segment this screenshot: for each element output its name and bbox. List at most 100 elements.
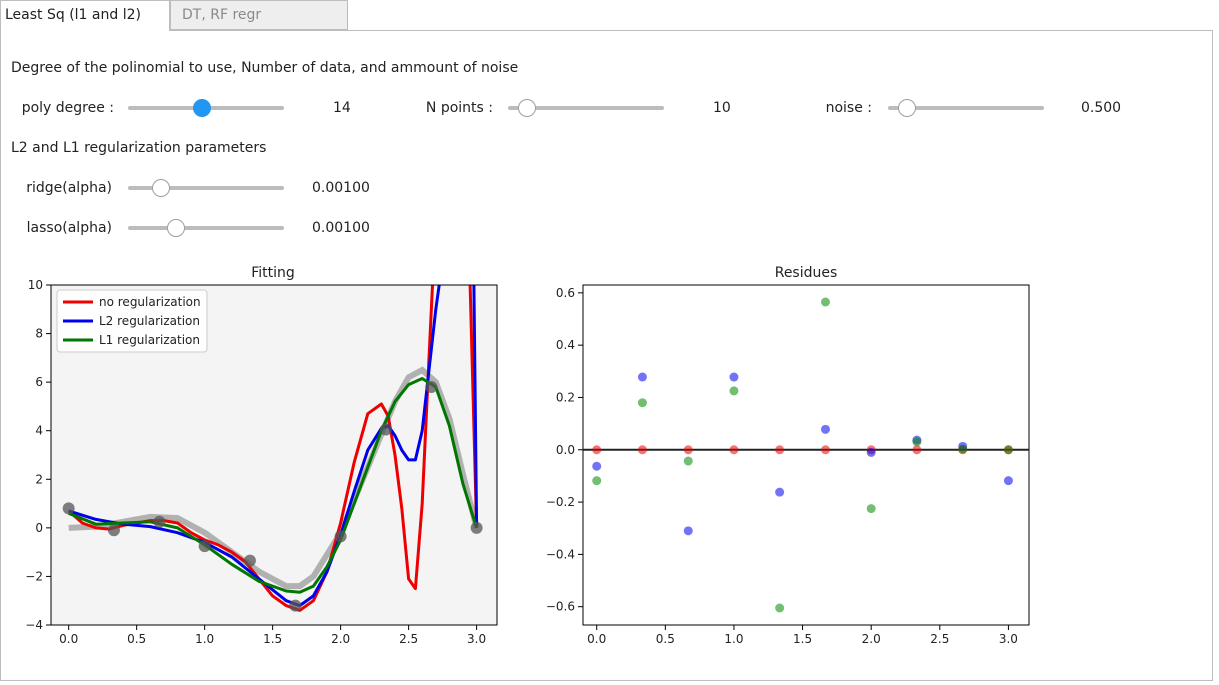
residues-axes-frame xyxy=(582,284,1030,626)
data-point xyxy=(379,423,392,436)
residue-point-l2 xyxy=(820,424,830,434)
section-title-regularization: L2 and L1 regularization parameters xyxy=(11,140,267,156)
residues-y-tick-label: −0.2 xyxy=(546,495,575,509)
fitting-y-tick-label: 10 xyxy=(28,278,43,292)
residue-point-no-regularization xyxy=(592,445,602,455)
residues-y-tick-label: 0.4 xyxy=(556,338,575,352)
ridge-alpha-slider-handle[interactable] xyxy=(152,179,170,197)
fitting-y-tick-label: −4 xyxy=(25,618,43,632)
n-points-label: N points : xyxy=(425,100,493,116)
tab-dt-rf-regression[interactable]: DT, RF regr xyxy=(170,0,348,30)
residue-point-l1 xyxy=(729,386,739,396)
data-point xyxy=(153,515,166,528)
fitting-y-tick-label: 8 xyxy=(35,327,43,341)
residues-y-tick-label: 0.6 xyxy=(556,286,575,300)
residues-chart-title: Residues xyxy=(775,265,838,281)
n-points-slider-handle[interactable] xyxy=(518,99,536,117)
n-points-value: 10 xyxy=(713,100,731,116)
poly-degree-label: poly degree : xyxy=(21,100,114,116)
data-point xyxy=(243,554,256,567)
residue-point-l2 xyxy=(775,487,785,497)
legend-label-l2-regularization: L2 regularization xyxy=(99,314,200,328)
residue-point-l2 xyxy=(683,526,693,536)
lasso-alpha-slider-handle[interactable] xyxy=(167,219,185,237)
data-point xyxy=(198,540,211,553)
fitting-y-tick-label: −2 xyxy=(25,569,43,583)
fitting-x-tick-label: 3.0 xyxy=(467,632,486,646)
residues-y-tick-label: 0.0 xyxy=(556,443,575,457)
residues-y-tick-label: −0.6 xyxy=(546,600,575,614)
noise-value: 0.500 xyxy=(1081,100,1122,116)
data-point xyxy=(334,530,347,543)
fitting-axes-frame xyxy=(50,284,498,626)
legend-label-l1-regularization: L1 regularization xyxy=(99,333,200,347)
tab-least-squares[interactable]: Least Sq (l1 and l2) xyxy=(0,0,170,31)
residue-point-l2 xyxy=(592,461,602,471)
fitting-chart: Fitting 0.0 0.5 1.0 1.5 2.0 2.5 3.0 −4 −2 0 2 4 6 8 10… xyxy=(25,265,498,646)
fitting-y-tick-label: 0 xyxy=(35,521,43,535)
data-point xyxy=(289,599,302,612)
ridge-alpha-slider-track[interactable] xyxy=(128,186,284,190)
residues-x-tick-label: 2.0 xyxy=(862,632,881,646)
fitting-x-tick-label: 1.5 xyxy=(263,632,282,646)
l1-regularization-line xyxy=(68,377,479,594)
residue-point-l2 xyxy=(729,372,739,382)
residue-point-l1 xyxy=(775,603,785,613)
poly-degree-slider-handle[interactable] xyxy=(193,99,211,117)
fitting-x-tick-label: 0.5 xyxy=(127,632,146,646)
residues-x-tick-label: 1.5 xyxy=(793,632,812,646)
ridge-alpha-value: 0.00100 xyxy=(312,180,370,196)
lasso-alpha-label: lasso(alpha) xyxy=(26,220,112,236)
fitting-x-tick-label: 2.5 xyxy=(399,632,418,646)
legend-label-no-regularization: no regularization xyxy=(99,295,201,309)
tab-panel xyxy=(0,30,1213,681)
residues-chart: Residues 0.0 0.5 1.0 1.5 2.0 2.5 3.0 0.6 0.4 0.2 0… xyxy=(546,265,1030,646)
data-point xyxy=(62,502,75,515)
residue-point-l1 xyxy=(683,456,693,466)
residues-x-tick-label: 0.5 xyxy=(656,632,675,646)
data-point xyxy=(107,524,120,537)
fitting-chart-title: Fitting xyxy=(251,265,295,281)
residue-point-l1 xyxy=(592,476,602,486)
fitting-legend xyxy=(56,289,208,353)
lasso-alpha-slider-track[interactable] xyxy=(128,226,284,230)
residue-point-l1 xyxy=(637,398,647,408)
residues-x-tick-label: 1.0 xyxy=(724,632,743,646)
fitting-y-tick-label: 2 xyxy=(35,472,43,486)
lasso-alpha-value: 0.00100 xyxy=(312,220,370,236)
residue-point-l1 xyxy=(820,297,830,307)
residues-y-tick-label: −0.4 xyxy=(546,547,575,561)
residues-y-tick-label: 0.2 xyxy=(556,390,575,404)
noise-label: noise : xyxy=(825,100,872,116)
residue-point-no-regularization xyxy=(820,445,830,455)
residue-point-l2 xyxy=(637,372,647,382)
noise-slider-handle[interactable] xyxy=(898,99,916,117)
residue-point-no-regularization xyxy=(637,445,647,455)
section-title-polynomial: Degree of the polinomial to use, Number … xyxy=(11,60,519,76)
residue-point-no-regularization xyxy=(775,445,785,455)
fitting-x-tick-label: 1.0 xyxy=(195,632,214,646)
ridge-alpha-label: ridge(alpha) xyxy=(26,180,112,196)
residue-point-l1 xyxy=(866,504,876,514)
n-points-slider-track[interactable] xyxy=(508,106,664,110)
residue-point-l1 xyxy=(1003,445,1013,455)
residue-point-l1 xyxy=(912,437,922,447)
residue-point-l1 xyxy=(958,444,968,454)
fitting-y-tick-label: 6 xyxy=(35,375,43,389)
poly-degree-value: 14 xyxy=(333,100,351,116)
fitting-series-group xyxy=(62,285,483,612)
residue-point-l2 xyxy=(866,447,876,457)
fitting-y-tick-label: 4 xyxy=(35,424,43,438)
residue-point-l2 xyxy=(1003,476,1013,486)
residues-x-tick-label: 3.0 xyxy=(999,632,1018,646)
true-function-line xyxy=(68,366,480,590)
residues-x-tick-label: 2.5 xyxy=(930,632,949,646)
residue-point-no-regularization xyxy=(912,445,922,455)
residues-x-tick-label: 0.0 xyxy=(587,632,606,646)
noise-slider-track[interactable] xyxy=(888,106,1044,110)
data-point xyxy=(425,381,438,393)
fitting-x-tick-label: 2.0 xyxy=(331,632,350,646)
residue-point-no-regularization xyxy=(729,445,739,455)
fitting-x-tick-label: 0.0 xyxy=(59,632,78,646)
data-point xyxy=(470,521,483,534)
